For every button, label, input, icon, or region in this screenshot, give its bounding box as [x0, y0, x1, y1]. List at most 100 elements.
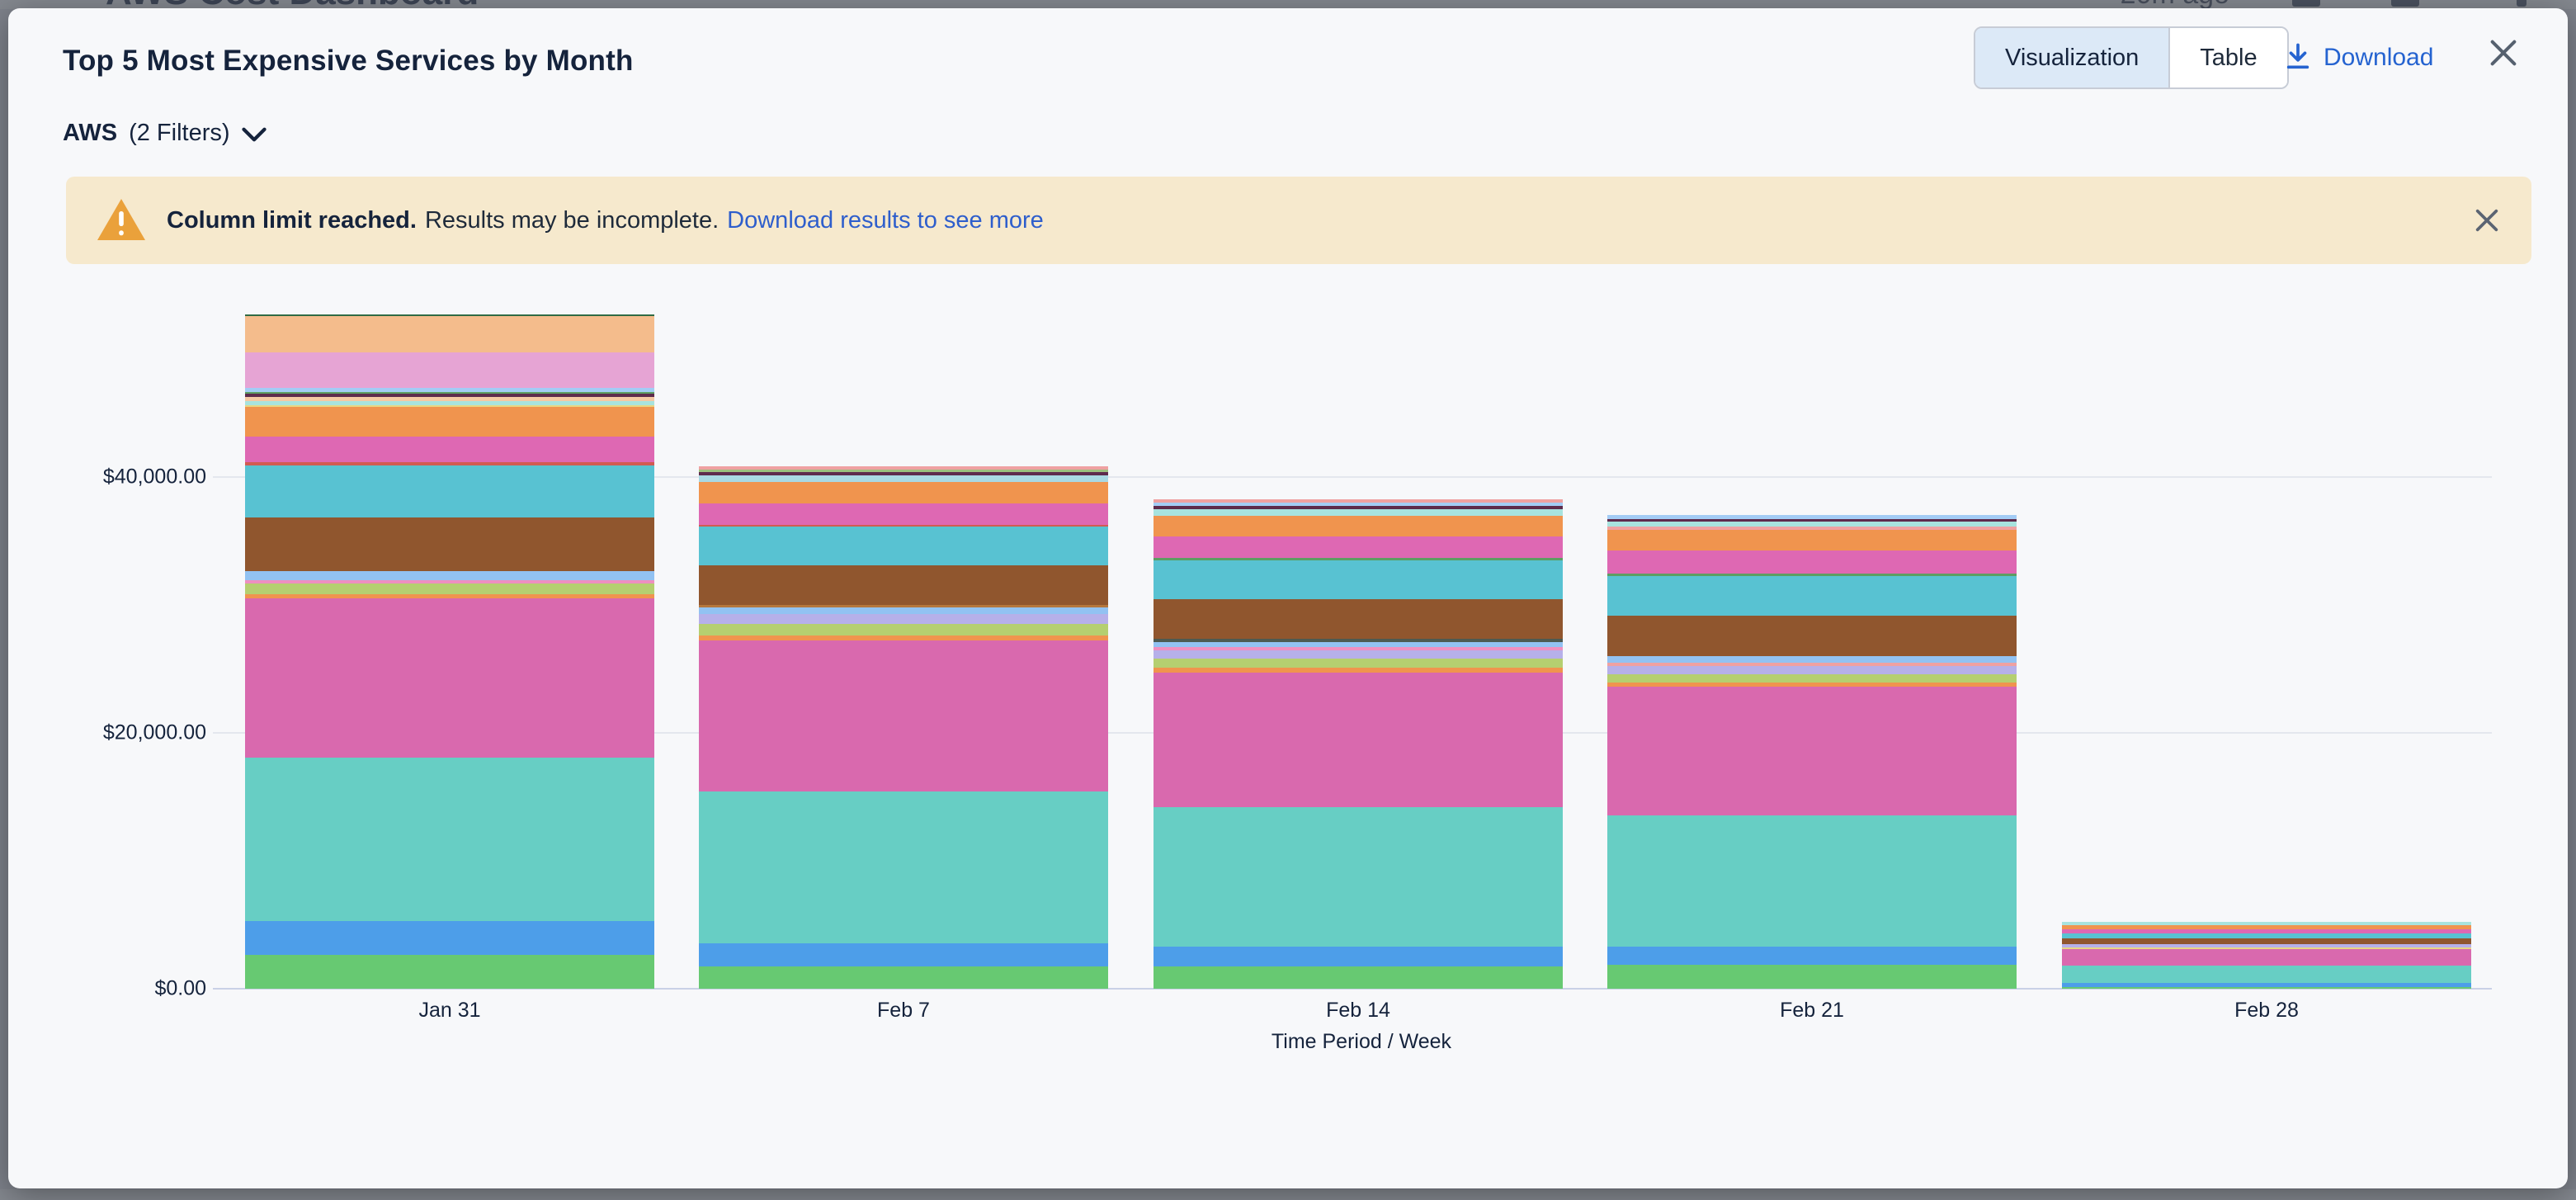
bar-segment[interactable] — [245, 392, 654, 394]
bar-segment[interactable] — [1154, 558, 1563, 561]
bar-jan-31[interactable] — [245, 314, 654, 989]
bar-segment[interactable] — [245, 517, 654, 572]
bar-segment[interactable] — [1154, 947, 1563, 967]
close-button[interactable] — [2480, 30, 2526, 76]
bar-segment[interactable] — [1154, 516, 1563, 537]
bar-segment[interactable] — [699, 503, 1108, 526]
bar-segment[interactable] — [245, 394, 654, 398]
bar-segment[interactable] — [699, 624, 1108, 636]
bar-segment[interactable] — [699, 482, 1108, 504]
bar-segment[interactable] — [1607, 687, 2017, 816]
bar-segment[interactable] — [2062, 933, 2471, 938]
bar-segment[interactable] — [1154, 650, 1563, 659]
tab-visualization[interactable]: Visualization — [1975, 28, 2171, 87]
bar-segment[interactable] — [245, 352, 654, 389]
bar-segment[interactable] — [699, 475, 1108, 483]
bar-segment[interactable] — [699, 614, 1108, 625]
bar-segment[interactable] — [245, 921, 654, 955]
tab-table[interactable]: Table — [2170, 28, 2287, 87]
bar-segment[interactable] — [1607, 666, 2017, 675]
bar-segment[interactable] — [2062, 943, 2471, 947]
bar-segment[interactable] — [245, 955, 654, 989]
bar-segment[interactable] — [245, 465, 654, 518]
bar-segment[interactable] — [1607, 674, 2017, 683]
bar-segment[interactable] — [1154, 499, 1563, 503]
bar-segment[interactable] — [1154, 659, 1563, 669]
bar-segment[interactable] — [1607, 616, 2017, 657]
bar-segment[interactable] — [1154, 536, 1563, 559]
bar-feb-7[interactable] — [699, 466, 1108, 989]
bar-segment[interactable] — [245, 571, 654, 581]
bar-segment[interactable] — [699, 791, 1108, 944]
bar-segment[interactable] — [2062, 947, 2471, 950]
bar-segment[interactable] — [245, 401, 654, 406]
bar-segment[interactable] — [1607, 815, 2017, 947]
bar-segment[interactable] — [1607, 656, 2017, 664]
bar-segment[interactable] — [2062, 983, 2471, 987]
bar-segment[interactable] — [1154, 639, 1563, 643]
bar-segment[interactable] — [245, 583, 654, 595]
bar-feb-28[interactable] — [2062, 922, 2471, 989]
bar-segment[interactable] — [245, 437, 654, 463]
bar-feb-14[interactable] — [1154, 499, 1563, 989]
bar-segment[interactable] — [245, 580, 654, 584]
bar-segment[interactable] — [2062, 938, 2471, 944]
bar-segment[interactable] — [245, 316, 654, 353]
bar-segment[interactable] — [245, 758, 654, 921]
bar-segment[interactable] — [245, 388, 654, 393]
bar-segment[interactable] — [245, 397, 654, 402]
bar-segment[interactable] — [1607, 965, 2017, 989]
bar-segment[interactable] — [2062, 929, 2471, 934]
bar-segment[interactable] — [1154, 503, 1563, 507]
bar-segment[interactable] — [1154, 599, 1563, 640]
bar-segment[interactable] — [1154, 642, 1563, 648]
bar-segment[interactable] — [1154, 668, 1563, 673]
bar-segment[interactable] — [699, 470, 1108, 473]
bar-segment[interactable] — [2062, 949, 2471, 966]
banner-dismiss-button[interactable] — [2465, 199, 2508, 242]
bar-segment[interactable] — [699, 943, 1108, 967]
bar-feb-21[interactable] — [1607, 515, 2017, 989]
bar-segment[interactable] — [699, 640, 1108, 792]
bar-segment[interactable] — [699, 635, 1108, 641]
bar-segment[interactable] — [245, 598, 654, 758]
bar-segment[interactable] — [2062, 966, 2471, 984]
bar-segment[interactable] — [699, 527, 1108, 566]
bar-segment[interactable] — [1154, 966, 1563, 989]
bar-segment[interactable] — [1607, 515, 2017, 520]
bar-segment[interactable] — [1607, 663, 2017, 667]
bar-segment[interactable] — [699, 605, 1108, 608]
download-button[interactable]: Download — [2284, 35, 2433, 81]
bar-segment[interactable] — [1607, 522, 2017, 527]
filter-dropdown[interactable]: AWS (2 Filters) — [63, 114, 267, 152]
bar-segment[interactable] — [1607, 530, 2017, 551]
bar-segment[interactable] — [1154, 509, 1563, 517]
bar-segment[interactable] — [245, 405, 654, 408]
bar-segment[interactable] — [699, 966, 1108, 989]
bar-segment[interactable] — [2062, 925, 2471, 930]
bar-segment[interactable] — [1607, 550, 2017, 574]
bar-segment[interactable] — [1154, 807, 1563, 947]
bar-segment[interactable] — [1607, 947, 2017, 965]
bar-segment[interactable] — [245, 407, 654, 437]
bar-segment[interactable] — [1154, 560, 1563, 600]
bar-segment[interactable] — [699, 525, 1108, 527]
bar-segment[interactable] — [1154, 673, 1563, 808]
bar-segment[interactable] — [2062, 922, 2471, 926]
bar-segment[interactable] — [699, 472, 1108, 476]
bar-segment[interactable] — [1154, 647, 1563, 651]
bar-segment[interactable] — [699, 565, 1108, 606]
bar-segment[interactable] — [1607, 574, 2017, 577]
bar-segment[interactable] — [245, 462, 654, 466]
bar-segment[interactable] — [245, 314, 654, 317]
bar-segment[interactable] — [1607, 519, 2017, 522]
bar-segment[interactable] — [699, 466, 1108, 470]
bar-segment[interactable] — [1607, 683, 2017, 687]
bar-segment[interactable] — [2062, 986, 2471, 989]
bar-segment[interactable] — [1607, 527, 2017, 531]
bar-segment[interactable] — [1607, 576, 2017, 617]
banner-download-link[interactable]: Download results to see more — [727, 206, 1044, 234]
bar-segment[interactable] — [699, 607, 1108, 615]
bar-segment[interactable] — [245, 594, 654, 599]
bar-segment[interactable] — [1154, 506, 1563, 510]
